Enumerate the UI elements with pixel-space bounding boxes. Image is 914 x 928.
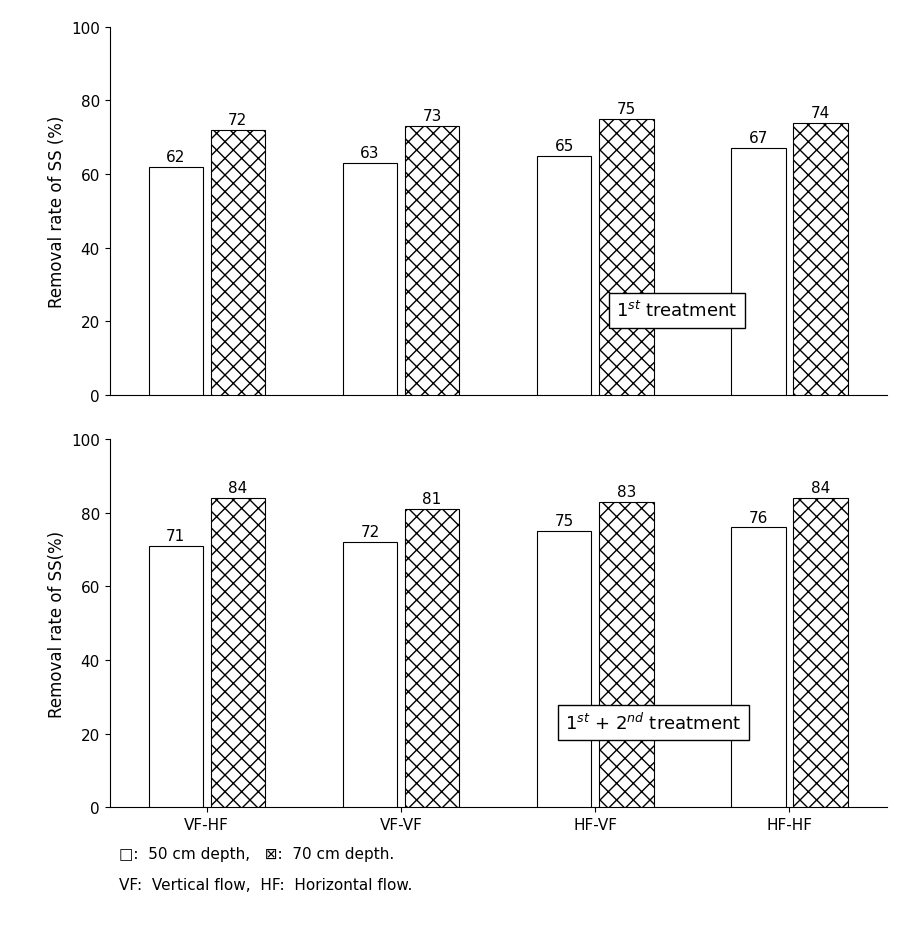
Bar	[537, 532, 591, 807]
Bar	[793, 123, 847, 395]
Bar	[600, 120, 654, 395]
Text: □:  50 cm depth,   ⊠:  70 cm depth.: □: 50 cm depth, ⊠: 70 cm depth.	[119, 846, 394, 861]
Text: 84: 84	[811, 481, 830, 496]
Bar	[148, 168, 203, 395]
Bar	[343, 543, 397, 807]
Bar	[537, 157, 591, 395]
Bar	[343, 164, 397, 395]
Bar	[210, 131, 265, 395]
Bar	[731, 149, 785, 395]
Y-axis label: Removal rate of SS(%): Removal rate of SS(%)	[48, 530, 66, 717]
Bar	[148, 547, 203, 807]
Text: 83: 83	[617, 484, 636, 499]
Text: 63: 63	[360, 146, 379, 161]
Text: 73: 73	[422, 110, 441, 124]
Text: 74: 74	[811, 106, 830, 121]
Text: 81: 81	[422, 492, 441, 507]
Text: 67: 67	[749, 131, 768, 147]
Text: 65: 65	[555, 138, 574, 154]
Text: 71: 71	[166, 528, 186, 544]
Text: 1$^{st}$ + 2$^{nd}$ treatment: 1$^{st}$ + 2$^{nd}$ treatment	[566, 712, 741, 733]
Y-axis label: Removal rate of SS (%): Removal rate of SS (%)	[48, 116, 66, 308]
Text: 84: 84	[228, 481, 248, 496]
Text: 75: 75	[617, 102, 636, 117]
Bar	[600, 502, 654, 807]
Text: 72: 72	[360, 524, 379, 540]
Text: 62: 62	[166, 149, 186, 164]
Text: VF:  Vertical flow,  HF:  Horizontal flow.: VF: Vertical flow, HF: Horizontal flow.	[119, 877, 412, 892]
Text: 1$^{st}$ treatment: 1$^{st}$ treatment	[616, 301, 738, 321]
Text: 75: 75	[555, 514, 574, 529]
Bar	[405, 127, 459, 395]
Bar	[731, 528, 785, 807]
Bar	[210, 498, 265, 807]
Text: 76: 76	[749, 510, 768, 525]
Text: 72: 72	[228, 113, 248, 128]
Bar	[405, 509, 459, 807]
Bar	[793, 498, 847, 807]
